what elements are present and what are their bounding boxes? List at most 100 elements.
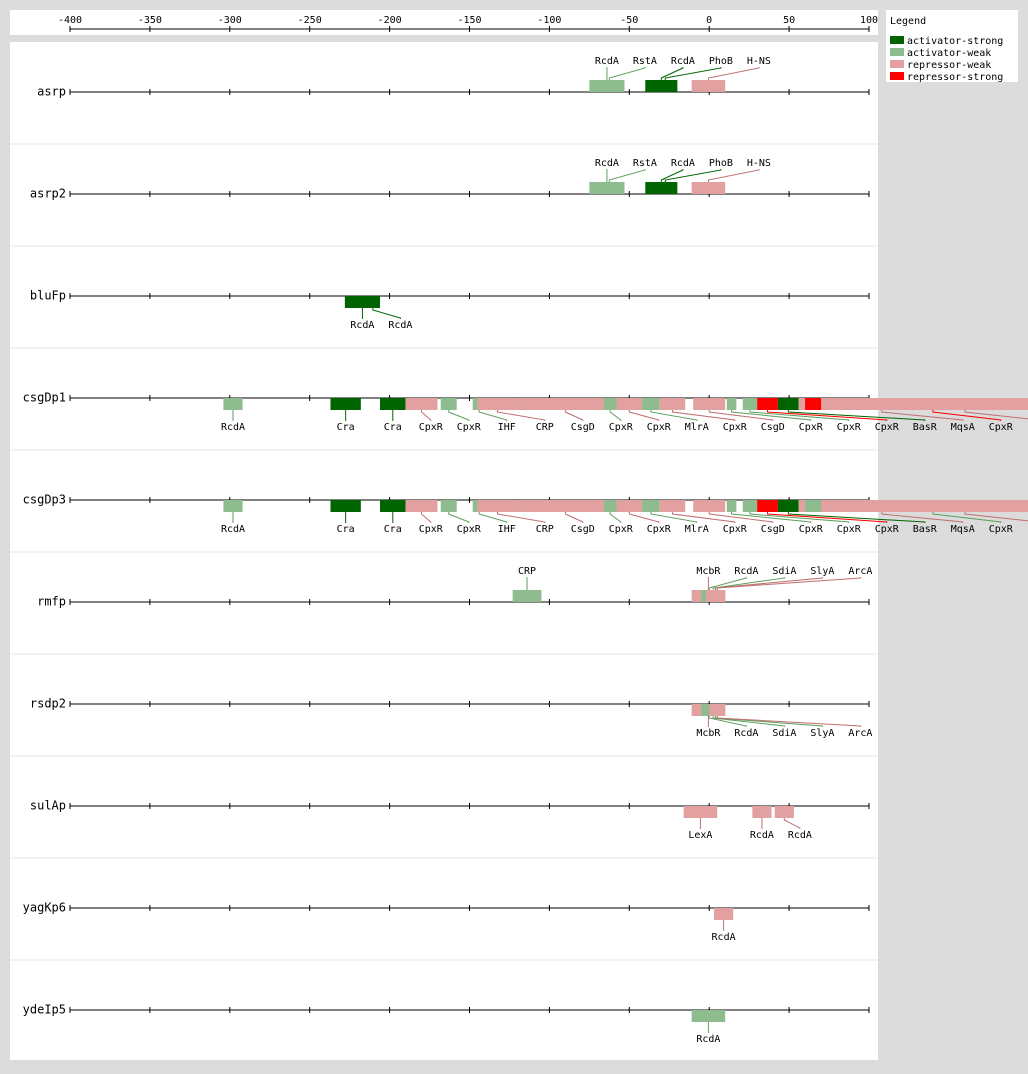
- binding-site: [742, 500, 758, 512]
- row-name: rsdp2: [30, 697, 66, 711]
- axis-tick-label: -150: [457, 15, 481, 26]
- leader-line: [478, 512, 508, 523]
- leader-line: [664, 169, 722, 182]
- leader-line: [628, 512, 660, 523]
- binding-site: [405, 500, 438, 512]
- leader-line: [421, 512, 432, 523]
- binding-site: [777, 500, 799, 512]
- binding-site: [659, 500, 686, 512]
- leader-line: [749, 410, 850, 421]
- binding-site: [477, 398, 518, 410]
- leader-line: [421, 410, 432, 421]
- leader-line: [708, 716, 747, 727]
- site-label: CpxR: [457, 524, 482, 535]
- site-label: MqsA: [951, 422, 975, 433]
- site-label: RcdA: [350, 320, 374, 331]
- binding-site: [616, 500, 643, 512]
- row-name: asrp: [37, 85, 66, 99]
- site-label: ArcA: [848, 566, 872, 577]
- row-name: rmfp: [37, 595, 66, 609]
- site-label: CsgD: [761, 422, 785, 433]
- site-label: CRP: [536, 524, 554, 535]
- site-label: SdiA: [772, 728, 796, 739]
- axis-tick-label: 0: [706, 15, 712, 26]
- row-name: bluFp: [30, 289, 66, 303]
- legend-label: repressor-strong: [907, 72, 1003, 83]
- site-label: CpxR: [419, 524, 444, 535]
- leader-line: [767, 512, 888, 523]
- site-label: RcdA: [595, 56, 619, 67]
- site-label: LexA: [688, 830, 712, 841]
- binding-site: [757, 398, 778, 410]
- leader-line: [964, 410, 1028, 420]
- leader-line: [707, 67, 760, 80]
- legend-swatch: [890, 36, 904, 44]
- leader-line: [731, 512, 812, 523]
- binding-site: [642, 398, 660, 410]
- leader-line: [964, 512, 1028, 522]
- site-label: Cra: [337, 422, 355, 433]
- binding-site: [365, 296, 381, 308]
- binding-site: [821, 398, 1028, 410]
- axis-tick-label: -300: [218, 15, 242, 26]
- site-label: CpxR: [647, 524, 672, 535]
- leader-line: [650, 512, 698, 523]
- binding-site: [691, 182, 726, 194]
- leader-line: [932, 410, 1002, 421]
- site-label: PhoB: [709, 56, 733, 67]
- row-name: csgDp3: [23, 493, 66, 507]
- site-label: RcdA: [750, 830, 774, 841]
- leader-line: [608, 67, 646, 80]
- row-name: sulAp: [30, 799, 66, 813]
- leader-line: [881, 410, 964, 421]
- binding-site: [616, 398, 643, 410]
- leader-line: [707, 169, 760, 182]
- leader-line: [708, 410, 774, 421]
- site-label: CpxR: [837, 422, 862, 433]
- binding-site: [512, 590, 542, 602]
- binding-site: [603, 500, 617, 512]
- binding-site: [691, 1010, 726, 1022]
- leader-line: [628, 410, 660, 421]
- site-label: CpxR: [875, 524, 900, 535]
- leader-line: [496, 512, 546, 523]
- site-label: CpxR: [723, 524, 748, 535]
- binding-site: [380, 398, 406, 410]
- leader-line: [715, 577, 823, 590]
- site-label: RcdA: [221, 422, 245, 433]
- site-label: McbR: [696, 566, 721, 577]
- site-label: SdiA: [772, 566, 796, 577]
- binding-site: [597, 182, 622, 194]
- axis-tick-label: 100: [860, 15, 878, 26]
- site-label: RcdA: [388, 320, 412, 331]
- legend-box: [886, 10, 1018, 82]
- leader-line: [671, 512, 736, 523]
- site-label: IHF: [498, 524, 516, 535]
- binding-site: [659, 398, 686, 410]
- binding-site: [742, 398, 758, 410]
- binding-site: [330, 398, 361, 410]
- legend-swatch: [890, 60, 904, 68]
- leader-line: [712, 577, 785, 590]
- legend-label: activator-weak: [907, 48, 991, 59]
- site-label: MlrA: [685, 422, 709, 433]
- leader-line: [564, 410, 584, 421]
- site-label: RcdA: [712, 932, 736, 943]
- leader-line: [731, 410, 812, 421]
- site-label: Cra: [384, 422, 402, 433]
- leader-line: [671, 410, 736, 421]
- binding-site: [777, 398, 799, 410]
- site-label: CpxR: [875, 422, 900, 433]
- site-label: H-NS: [747, 158, 771, 169]
- binding-site: [440, 398, 457, 410]
- leader-line: [708, 577, 747, 590]
- site-label: RcdA: [671, 56, 695, 67]
- binding-site: [223, 500, 243, 512]
- legend-swatch: [890, 48, 904, 56]
- row-name: csgDp1: [23, 391, 66, 405]
- leader-line: [608, 169, 646, 182]
- leader-line: [767, 410, 888, 421]
- axis-tick-label: -200: [378, 15, 402, 26]
